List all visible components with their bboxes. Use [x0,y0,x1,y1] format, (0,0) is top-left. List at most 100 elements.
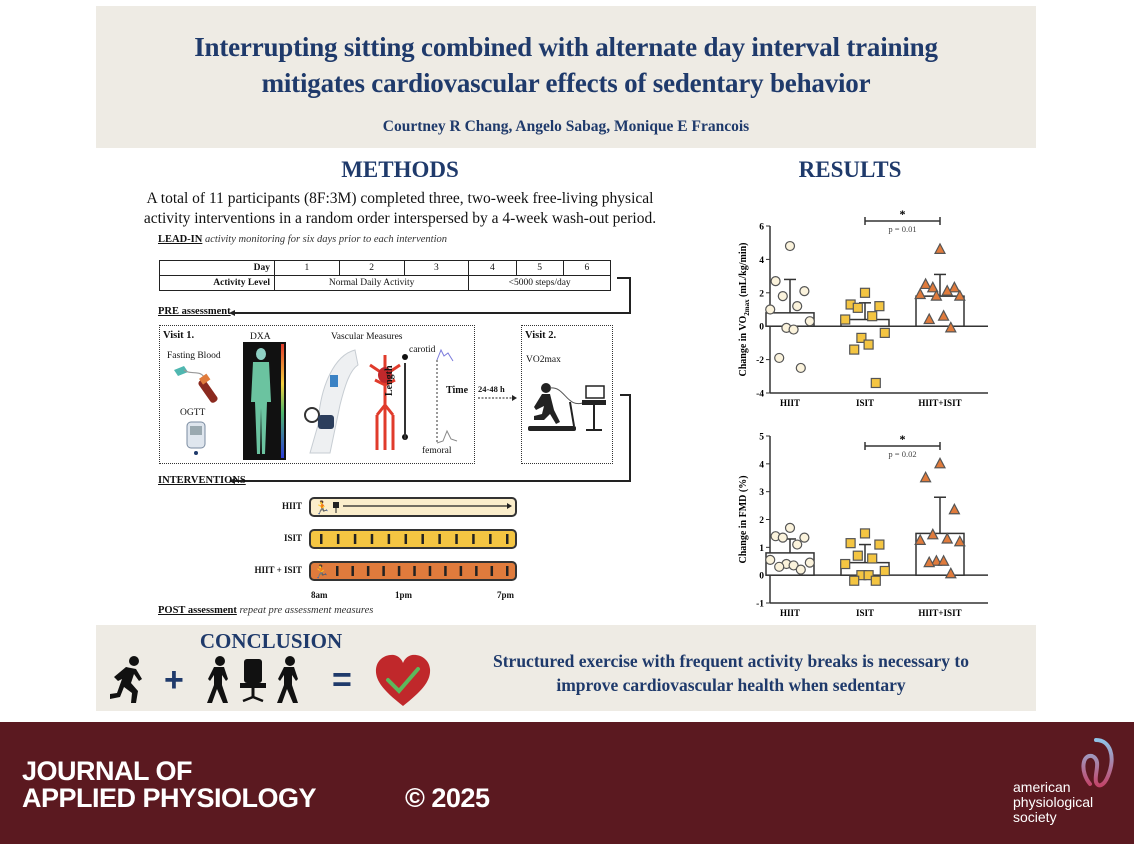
visit2-box [521,325,613,464]
p-value-label: p = 0.02 [888,449,916,459]
time-label-1pm: 1pm [395,590,413,600]
intervention-label-hiit-isit: HIIT + ISIT [254,565,303,575]
data-point [934,457,946,469]
data-point [863,339,874,350]
intervention-bar-hiit: 🏃 [309,497,517,517]
walk-sit-walk-icon [207,656,298,703]
journal-footer: JOURNAL OF APPLIED PHYSIOLOGY © 2025 ame… [0,722,1134,844]
heart-check-icon [375,654,431,706]
y-tick-label: 0 [759,323,764,333]
carotid-label: carotid [409,345,436,355]
data-point [840,314,851,325]
data-point [923,555,936,568]
chair-icon [333,502,339,508]
y-tick-label: 5 [759,433,764,443]
methods-intro-line-2: activity interventions in a random order… [143,210,657,227]
post-text: repeat pre assessment measures [239,605,374,616]
leadin-label: LEAD-IN [158,234,203,245]
activity-break-tick [506,534,509,544]
time-label: Time [446,385,469,396]
aps-line-2: physiological [1013,794,1094,810]
y-tick-label: 0 [759,572,764,582]
data-point [856,332,867,343]
data-point [849,575,860,586]
aps-logo-mark [1081,738,1114,788]
data-point [795,564,806,575]
conclusion-heading: CONCLUSION [199,629,343,653]
activity-break-tick [320,534,323,544]
aps-line-1: american [1013,779,1071,795]
data-point [870,377,881,389]
activity-break-tick [490,566,494,576]
data-point [784,240,796,252]
y-axis-label-unit: (mL/kg/min) [738,242,749,299]
x-tick-label: ISIT [856,398,874,408]
data-point [937,309,950,321]
y-tick-label: 2 [759,289,764,299]
x-tick-label: HIIT [780,398,800,408]
data-point [859,528,871,539]
glucose-meter-icon [186,421,206,455]
data-point [777,291,788,302]
significance-star: * [900,207,906,221]
activity-break-tick [455,534,458,544]
data-point [852,302,863,313]
data-point [948,281,961,293]
results-heading: RESULTS [798,157,902,182]
activity-break-tick [387,534,391,544]
data-point [870,575,881,586]
post-label: POST assessment [158,605,237,616]
vo2max-label: VO2max [526,355,561,365]
x-tick-label: HIIT [780,608,800,618]
data-point [863,570,874,581]
pre-assessment-label: PRE assessment [158,306,231,317]
data-point [784,522,796,533]
data-point [879,327,890,338]
y-tick-label: 4 [759,256,764,266]
data-point [867,311,878,322]
arrow-head [229,310,235,316]
chart-vo2max: 6 4 2 0 -2 -4 Change in VO2max (mL/kg/min) HIIT… [738,207,988,408]
data-point [930,554,943,566]
y-tick-label: 6 [759,223,764,233]
activity-break-tick [370,534,374,544]
data-point [953,534,966,547]
activity-break-tick [336,534,340,544]
data-point [774,352,785,364]
data-point [926,528,939,540]
data-point [874,301,885,312]
data-point [804,316,815,327]
activity-break-tick [506,566,509,576]
data-point [937,554,950,566]
intervention-bar-isit [309,529,517,549]
data-point [799,532,810,543]
x-tick-label: HIIT+ISIT [918,608,961,618]
journal-name-line-1: JOURNAL OF [22,756,193,786]
length-label: Length [384,365,395,396]
interventions-label: INTERVENTIONS [158,475,246,486]
runner-icon: 🏃 [313,564,329,579]
activity-break-tick [336,566,339,576]
title-line-2: mitigates cardiovascular effects of sede… [261,68,871,98]
dxa-label: DXA [250,332,271,342]
data-point [923,312,936,325]
intervention-label-hiit: HIIT [281,501,302,511]
activity-break-tick [366,566,370,576]
activity-break-tick [428,566,432,576]
conclusion-text: Structured exercise with frequent activi… [441,649,1021,697]
methods-heading: METHODS [341,157,459,182]
arrow-head [229,478,235,484]
data-point [914,533,927,545]
y-axis-label-main: Change in VO [738,316,749,377]
conclusion-text-line-1: Structured exercise with frequent activi… [493,651,969,671]
time-label-7pm: 7pm [497,590,515,600]
vascular-measures-label: Vascular Measures [331,332,403,342]
copyright: © 2025 [405,783,490,813]
methods-intro-line-1: A total of 11 participants (8F:3M) compl… [146,190,654,207]
activity-break-tick [472,534,475,544]
data-point [944,321,957,333]
visit1-box [159,325,475,464]
fasting-blood-label: Fasting Blood [167,351,221,361]
data-point [845,538,856,549]
data-point [788,324,799,335]
